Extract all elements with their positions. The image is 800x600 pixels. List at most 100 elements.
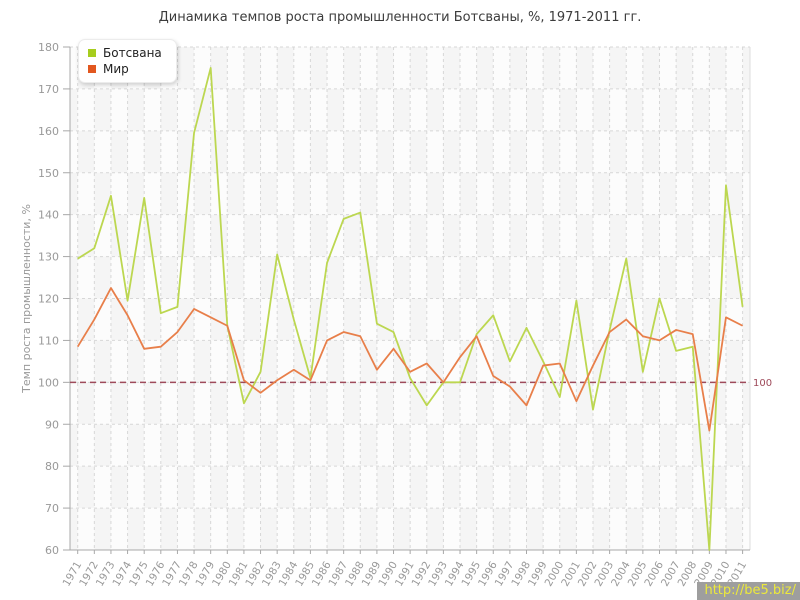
plot-bg-cell xyxy=(194,424,211,467)
watermark-link[interactable]: http://be5.biz/ xyxy=(697,582,800,600)
plot-bg-cell xyxy=(426,172,444,215)
plot-bg-cell xyxy=(160,340,178,383)
plot-bg-cell xyxy=(443,256,461,299)
legend-item-botswana: Ботсвана xyxy=(88,45,162,61)
y-tick-label: 90 xyxy=(45,418,59,431)
plot-bg-cell xyxy=(526,172,544,215)
plot-bg-cell xyxy=(77,382,95,425)
plot-bg-cell xyxy=(676,88,693,131)
plot-bg-cell xyxy=(70,130,78,173)
legend-swatch-botswana xyxy=(88,49,96,57)
plot-bg-cell xyxy=(194,382,211,425)
plot-bg-cell xyxy=(376,466,394,509)
plot-bg-cell xyxy=(543,466,560,509)
plot-bg-cell xyxy=(70,424,78,467)
plot-bg-cell xyxy=(592,47,610,89)
plot-bg-cell xyxy=(725,130,743,173)
plot-bg-cell xyxy=(526,88,544,131)
plot-bg-cell xyxy=(559,466,577,509)
plot-bg-cell xyxy=(559,130,577,173)
plot-bg-cell xyxy=(609,172,627,215)
plot-bg-cell xyxy=(376,424,394,467)
y-tick-label: 70 xyxy=(45,502,59,515)
plot-bg-cell xyxy=(77,172,95,215)
plot-bg-cell xyxy=(94,424,111,467)
plot-bg-cell xyxy=(642,466,660,509)
plot-bg-cell xyxy=(94,298,111,341)
plot-bg-cell xyxy=(742,466,750,509)
plot-bg-cell xyxy=(676,172,693,215)
plot-bg-cell xyxy=(310,382,328,425)
plot-bg-cell xyxy=(343,172,361,215)
plot-bg-cell xyxy=(260,466,278,509)
plot-bg-cell xyxy=(526,214,544,257)
plot-bg-cell xyxy=(343,424,361,467)
plot-bg-cell xyxy=(94,382,111,425)
plot-bg-cell xyxy=(443,508,461,550)
plot-bg-cell xyxy=(609,256,627,299)
plot-bg-cell xyxy=(526,130,544,173)
plot-bg-cell xyxy=(642,424,660,467)
plot-bg-cell xyxy=(709,47,726,89)
plot-bg-cell xyxy=(493,88,510,131)
plot-bg-cell xyxy=(327,214,344,257)
plot-bg-cell xyxy=(709,508,726,550)
plot-bg-cell xyxy=(426,130,444,173)
plot-bg-cell xyxy=(592,214,610,257)
plot-bg-cell xyxy=(642,256,660,299)
plot-bg-cell xyxy=(725,256,743,299)
plot-bg-cell xyxy=(642,88,660,131)
plot-bg-cell xyxy=(243,172,261,215)
plot-bg-cell xyxy=(94,172,111,215)
plot-bg-cell xyxy=(94,88,111,131)
plot-bg-cell xyxy=(543,340,560,383)
plot-bg-cell xyxy=(543,172,560,215)
plot-bg-cell xyxy=(70,88,78,131)
plot-bg-cell xyxy=(293,256,311,299)
plot-bg-cell xyxy=(426,424,444,467)
plot-bg-cell xyxy=(543,88,560,131)
plot-bg-cell xyxy=(110,466,128,509)
plot-bg-cell xyxy=(144,298,161,341)
plot-bg-cell xyxy=(260,214,278,257)
plot-bg-cell xyxy=(526,256,544,299)
plot-bg-cell xyxy=(127,382,145,425)
plot-bg-cell xyxy=(227,172,244,215)
plot-bg-cell xyxy=(410,298,427,341)
plot-bg-cell xyxy=(592,172,610,215)
y-tick-label: 130 xyxy=(38,251,59,264)
plot-bg-cell xyxy=(576,256,593,299)
plot-bg-cell xyxy=(376,382,394,425)
plot-bg-cell xyxy=(609,340,627,383)
plot-bg-cell xyxy=(692,298,710,341)
plot-bg-cell xyxy=(376,256,394,299)
plot-bg-cell xyxy=(692,88,710,131)
plot-bg-cell xyxy=(393,466,411,509)
plot-bg-cell xyxy=(426,298,444,341)
plot-bg-cell xyxy=(410,340,427,383)
plot-bg-cell xyxy=(177,340,195,383)
plot-bg-cell xyxy=(493,298,510,341)
plot-bg-cell xyxy=(243,214,261,257)
plot-bg-cell xyxy=(393,298,411,341)
plot-bg-cell xyxy=(443,298,461,341)
plot-bg-cell xyxy=(110,382,128,425)
plot-bg-cell xyxy=(110,172,128,215)
plot-bg-cell xyxy=(725,47,743,89)
plot-bg-cell xyxy=(227,214,244,257)
plot-bg-cell xyxy=(592,256,610,299)
plot-bg-cell xyxy=(77,466,95,509)
plot-bg-cell xyxy=(410,424,427,467)
plot-bg-cell xyxy=(127,88,145,131)
plot-bg-cell xyxy=(509,508,527,550)
plot-bg-cell xyxy=(70,382,78,425)
plot-bg-cell xyxy=(77,424,95,467)
plot-bg-cell xyxy=(642,508,660,550)
plot-bg-cell xyxy=(110,508,128,550)
plot-bg-cell xyxy=(592,130,610,173)
plot-bg-cell xyxy=(609,214,627,257)
plot-bg-cell xyxy=(543,424,560,467)
plot-bg-cell xyxy=(410,172,427,215)
plot-bg-cell xyxy=(343,466,361,509)
plot-bg-cell xyxy=(410,508,427,550)
